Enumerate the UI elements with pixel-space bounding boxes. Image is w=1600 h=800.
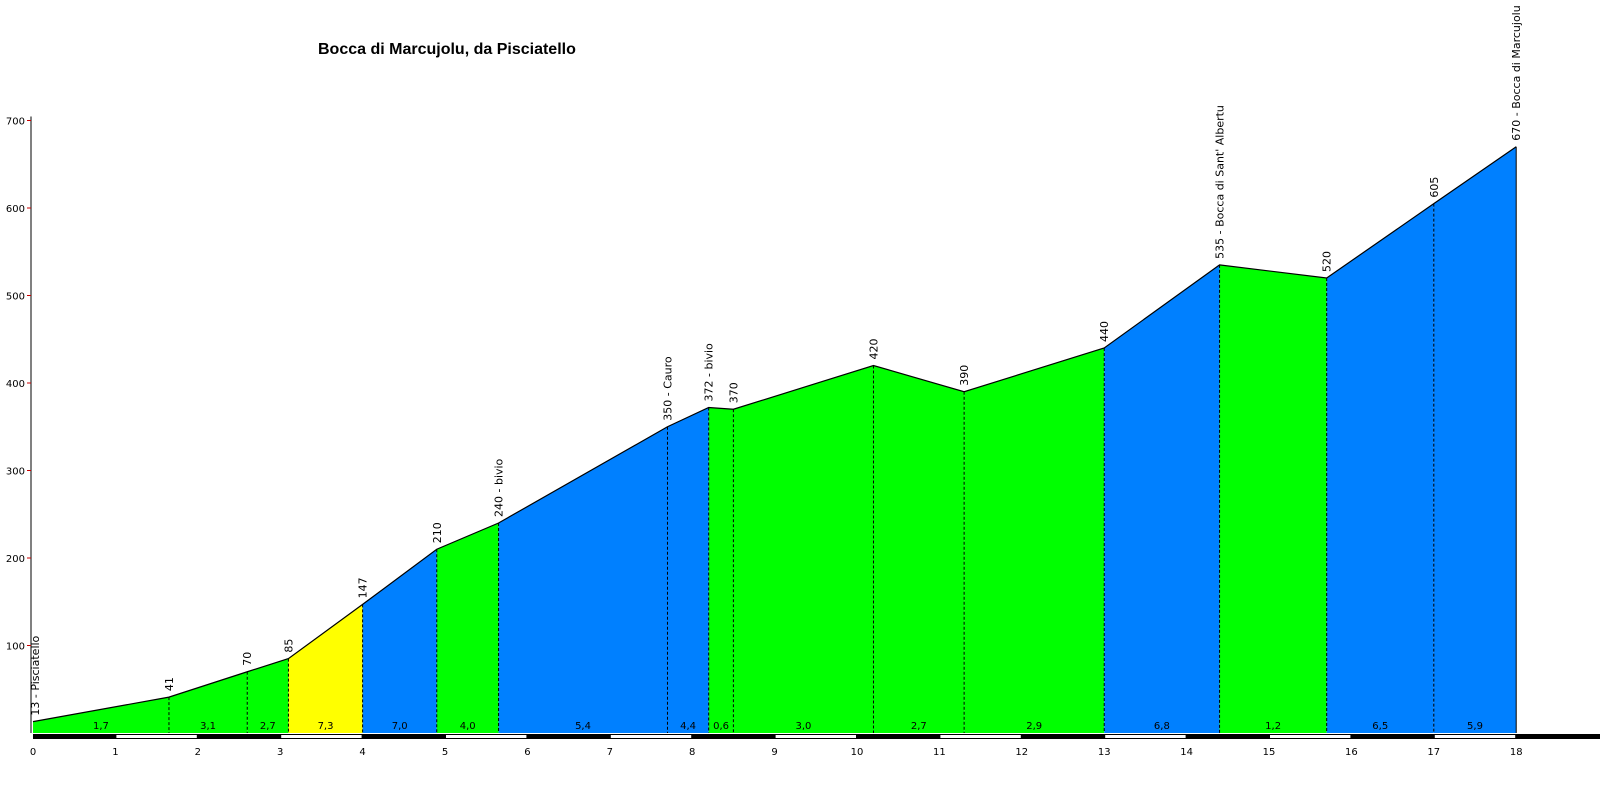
point-labels: 13 - Pisciatello 41 70 85 147 210 240 - bivio 3… xyxy=(29,5,1523,715)
profile-segment xyxy=(498,426,668,733)
x-tick-label: 12 xyxy=(1015,747,1028,758)
y-tick-label: 500 xyxy=(6,292,25,303)
gradient-label: 4,0 xyxy=(460,721,476,732)
point-label: 372 - bivio xyxy=(703,343,716,402)
point-label: 210 xyxy=(431,522,444,543)
point-label: 440 xyxy=(1098,321,1111,342)
x-tick-label: 1 xyxy=(112,747,118,758)
point-label: 390 xyxy=(958,365,971,386)
y-tick-label: 300 xyxy=(6,467,25,478)
profile-segment xyxy=(436,523,499,733)
x-tick-label: 10 xyxy=(851,747,864,758)
profile-segment xyxy=(247,658,289,733)
x-tick-label: 2 xyxy=(195,747,201,758)
y-tick-label: 600 xyxy=(6,204,25,215)
x-axis-bar-segment xyxy=(610,735,692,738)
gradient-label: 5,9 xyxy=(1467,721,1483,732)
x-axis-bar-segment xyxy=(281,735,362,738)
x-tick-label: 6 xyxy=(524,747,530,758)
profile-segment xyxy=(708,407,734,733)
profile-line xyxy=(32,146,1517,723)
point-label: 85 xyxy=(282,639,295,653)
x-tick-label: 8 xyxy=(689,747,695,758)
x-axis-bar-segment xyxy=(116,735,197,738)
profile-segment xyxy=(288,604,363,733)
x-axis-bar-segment xyxy=(1105,735,1186,738)
x-tick-label: 11 xyxy=(933,747,946,758)
gradient-label: 6,5 xyxy=(1372,721,1388,732)
gradient-label: 7,0 xyxy=(392,721,408,732)
profile-segments xyxy=(33,146,1517,733)
point-label: 147 xyxy=(357,577,370,598)
x-tick-label: 5 xyxy=(442,747,448,758)
profile-segment xyxy=(168,671,248,733)
profile-segment xyxy=(1219,264,1327,733)
gradient-label: 1,7 xyxy=(93,721,109,732)
gradient-label: 7,3 xyxy=(318,721,334,732)
point-label: 670 - Bocca di Marcujolu xyxy=(1510,5,1523,140)
x-tick-label: 16 xyxy=(1345,747,1358,758)
y-tick-label: 700 xyxy=(6,117,25,128)
profile-segment xyxy=(873,365,965,733)
x-tick-label: 18 xyxy=(1510,747,1523,758)
profile-segment xyxy=(1433,146,1517,733)
gradient-label: 2,7 xyxy=(260,721,276,732)
segment-dividers xyxy=(168,203,1435,733)
x-tick-label: 14 xyxy=(1180,747,1193,758)
gradient-label: 4,4 xyxy=(680,721,696,732)
profile-segment xyxy=(733,365,874,733)
point-label: 70 xyxy=(241,652,254,666)
gradient-label: 0,6 xyxy=(713,721,729,732)
profile-segment xyxy=(964,348,1105,733)
chart-title: Bocca di Marcujolu, da Pisciatello xyxy=(318,41,576,58)
gradient-label: 2,9 xyxy=(1026,721,1042,732)
point-label: 535 - Bocca di Sant' Albertu xyxy=(1214,105,1227,259)
x-axis-bar-segment xyxy=(940,735,1021,738)
profile-outline xyxy=(32,146,1517,733)
x-tick-label: 4 xyxy=(359,747,365,758)
point-label: 41 xyxy=(163,677,176,691)
x-tick-label: 9 xyxy=(771,747,777,758)
point-label: 520 xyxy=(1321,251,1334,272)
profile-segment xyxy=(1326,203,1434,733)
x-tick-label: 13 xyxy=(1098,747,1111,758)
gradient-label: 3,1 xyxy=(200,721,216,732)
x-axis-bar-segment xyxy=(1270,735,1351,738)
y-tick-label: 400 xyxy=(6,379,25,390)
y-tick-label: 100 xyxy=(6,642,25,653)
point-label: 350 - Cauro xyxy=(661,356,674,421)
gradient-labels: 1,7 3,1 2,7 7,3 7,0 4,0 5,4 4,4 0,6 3,0 2,7 2,9 6,8 1… xyxy=(93,721,1483,732)
point-label: 605 xyxy=(1428,177,1441,198)
gradient-label: 1,2 xyxy=(1265,721,1281,732)
point-label: 13 - Pisciatello xyxy=(29,635,42,715)
point-label: 240 - bivio xyxy=(493,458,506,517)
x-axis-bar-segment xyxy=(446,735,527,738)
x-tick-label: 15 xyxy=(1263,747,1276,758)
point-label: 370 xyxy=(727,382,740,403)
x-tick-label: 0 xyxy=(30,747,36,758)
profile-segment xyxy=(667,407,709,733)
profile-segment xyxy=(33,697,169,733)
x-tick-label: 7 xyxy=(607,747,613,758)
gradient-label: 5,4 xyxy=(575,721,591,732)
profile-segment xyxy=(1104,264,1220,733)
gradient-label: 3,0 xyxy=(795,721,811,732)
gradient-label: 6,8 xyxy=(1154,721,1170,732)
gradient-label: 2,7 xyxy=(911,721,927,732)
point-label: 420 xyxy=(867,339,880,360)
x-axis-bar-segment xyxy=(775,735,856,738)
x-tick-label: 3 xyxy=(277,747,283,758)
x-axis-bar-segment xyxy=(1434,735,1516,738)
x-tick-label: 17 xyxy=(1427,747,1440,758)
y-tick-label: 200 xyxy=(6,554,25,565)
profile-segment xyxy=(362,549,437,733)
